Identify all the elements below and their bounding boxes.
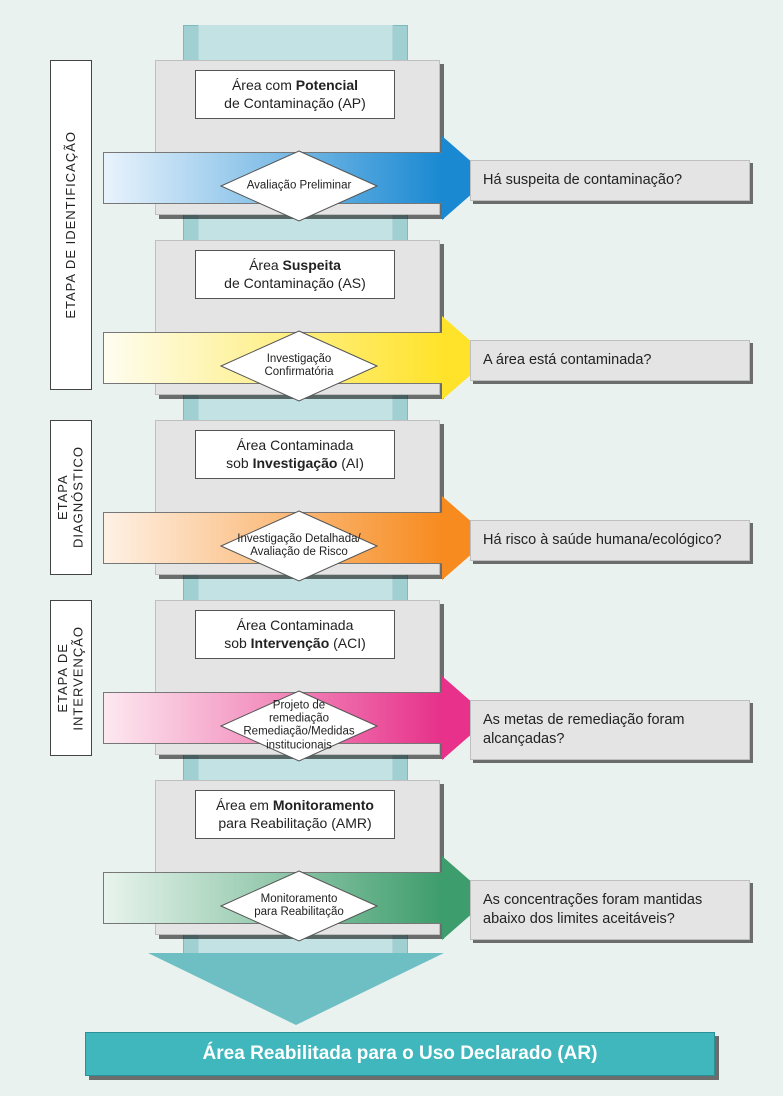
area-label-amr: Área em Monitoramentopara Reabilitação (… bbox=[195, 790, 395, 839]
question-box-as: A área está contaminada? bbox=[470, 340, 750, 381]
diamond-label: InvestigaçãoConfirmatória bbox=[229, 353, 369, 379]
area-label-as: Área Suspeitade Contaminação (AS) bbox=[195, 250, 395, 299]
area-label-aci: Área Contaminadasob Intervenção (ACI) bbox=[195, 610, 395, 659]
question-box-aci: As metas de remediação foram alcançadas? bbox=[470, 700, 750, 760]
area-label-ap: Área com Potencialde Contaminação (AP) bbox=[195, 70, 395, 119]
process-diamond-ap: Avaliação Preliminar bbox=[220, 150, 378, 222]
question-box-ap: Há suspeita de contaminação? bbox=[470, 160, 750, 201]
stage-label-diagnostico: ETAPA DIAGNÓSTICO bbox=[50, 420, 92, 575]
question-box-ai: Há risco à saúde humana/ecológico? bbox=[470, 520, 750, 561]
process-diamond-as: InvestigaçãoConfirmatória bbox=[220, 330, 378, 402]
diamond-label: Projeto deremediaçãoRemediação/Medidasin… bbox=[229, 700, 369, 753]
process-diamond-ai: Investigação Detalhada/Avaliação de Risc… bbox=[220, 510, 378, 582]
area-label-ai: Área Contaminadasob Investigação (AI) bbox=[195, 430, 395, 479]
final-result-box: Área Reabilitada para o Uso Declarado (A… bbox=[85, 1032, 715, 1076]
process-diamond-amr: Monitoramentopara Reabilitação bbox=[220, 870, 378, 942]
question-box-amr: As concentrações foram mantidas abaixo d… bbox=[470, 880, 750, 940]
flowchart-canvas: ETAPA DE IDENTIFICAÇÃO ETAPA DIAGNÓSTICO E… bbox=[0, 0, 783, 1096]
stage-label-text: ETAPA DE IDENTIFICAÇÃO bbox=[63, 131, 79, 319]
final-result-text: Área Reabilitada para o Uso Declarado (A… bbox=[203, 1043, 598, 1064]
diamond-label: Investigação Detalhada/Avaliação de Risc… bbox=[229, 533, 369, 559]
diamond-label: Monitoramentopara Reabilitação bbox=[229, 893, 369, 919]
stage-label-identificacao: ETAPA DE IDENTIFICAÇÃO bbox=[50, 60, 92, 390]
stage-label-text: ETAPA DIAGNÓSTICO bbox=[55, 446, 86, 548]
stage-label-intervencao: ETAPA DE INTERVENÇÃO bbox=[50, 600, 92, 756]
diamond-label: Avaliação Preliminar bbox=[229, 179, 369, 192]
down-arrow-icon bbox=[148, 953, 444, 1025]
process-diamond-aci: Projeto deremediaçãoRemediação/Medidasin… bbox=[220, 690, 378, 762]
stage-label-text: ETAPA DE INTERVENÇÃO bbox=[55, 626, 86, 731]
